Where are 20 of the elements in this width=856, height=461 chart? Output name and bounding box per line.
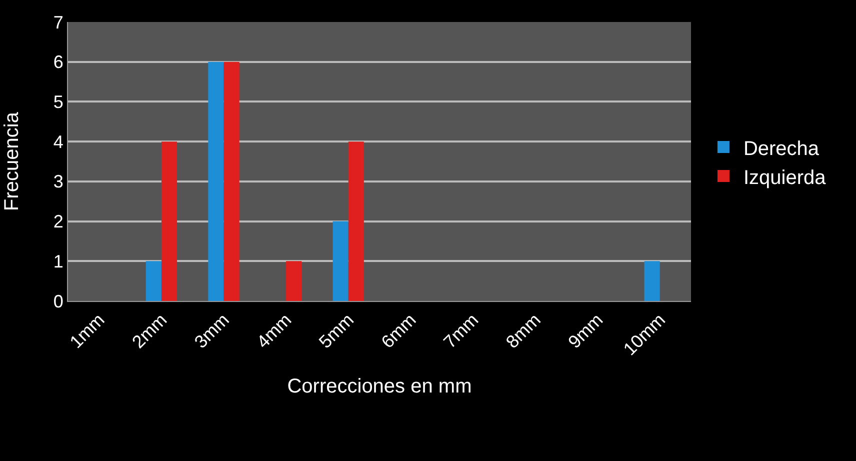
y-tick-label: 3 [53, 172, 64, 192]
bar [332, 221, 348, 301]
x-axis-title: Correcciones en mm [287, 376, 472, 398]
bar [644, 261, 660, 301]
bar [161, 142, 178, 301]
bar [224, 62, 240, 301]
legend-label: Derecha [743, 138, 820, 160]
y-tick-label: 5 [53, 92, 64, 112]
bar [146, 261, 162, 301]
y-tick-label: 2 [53, 212, 64, 232]
y-tick-label: 6 [53, 52, 64, 72]
y-axis-title: Frecuencia [1, 111, 23, 211]
legend-label: Izquierda [743, 166, 827, 189]
y-tick-label: 1 [53, 251, 64, 272]
bar [286, 261, 302, 301]
y-tick-label: 4 [53, 132, 64, 152]
y-tick-label: 7 [53, 12, 64, 32]
y-tick-label: 0 [53, 291, 64, 312]
bar [208, 62, 224, 301]
bar [348, 142, 364, 301]
